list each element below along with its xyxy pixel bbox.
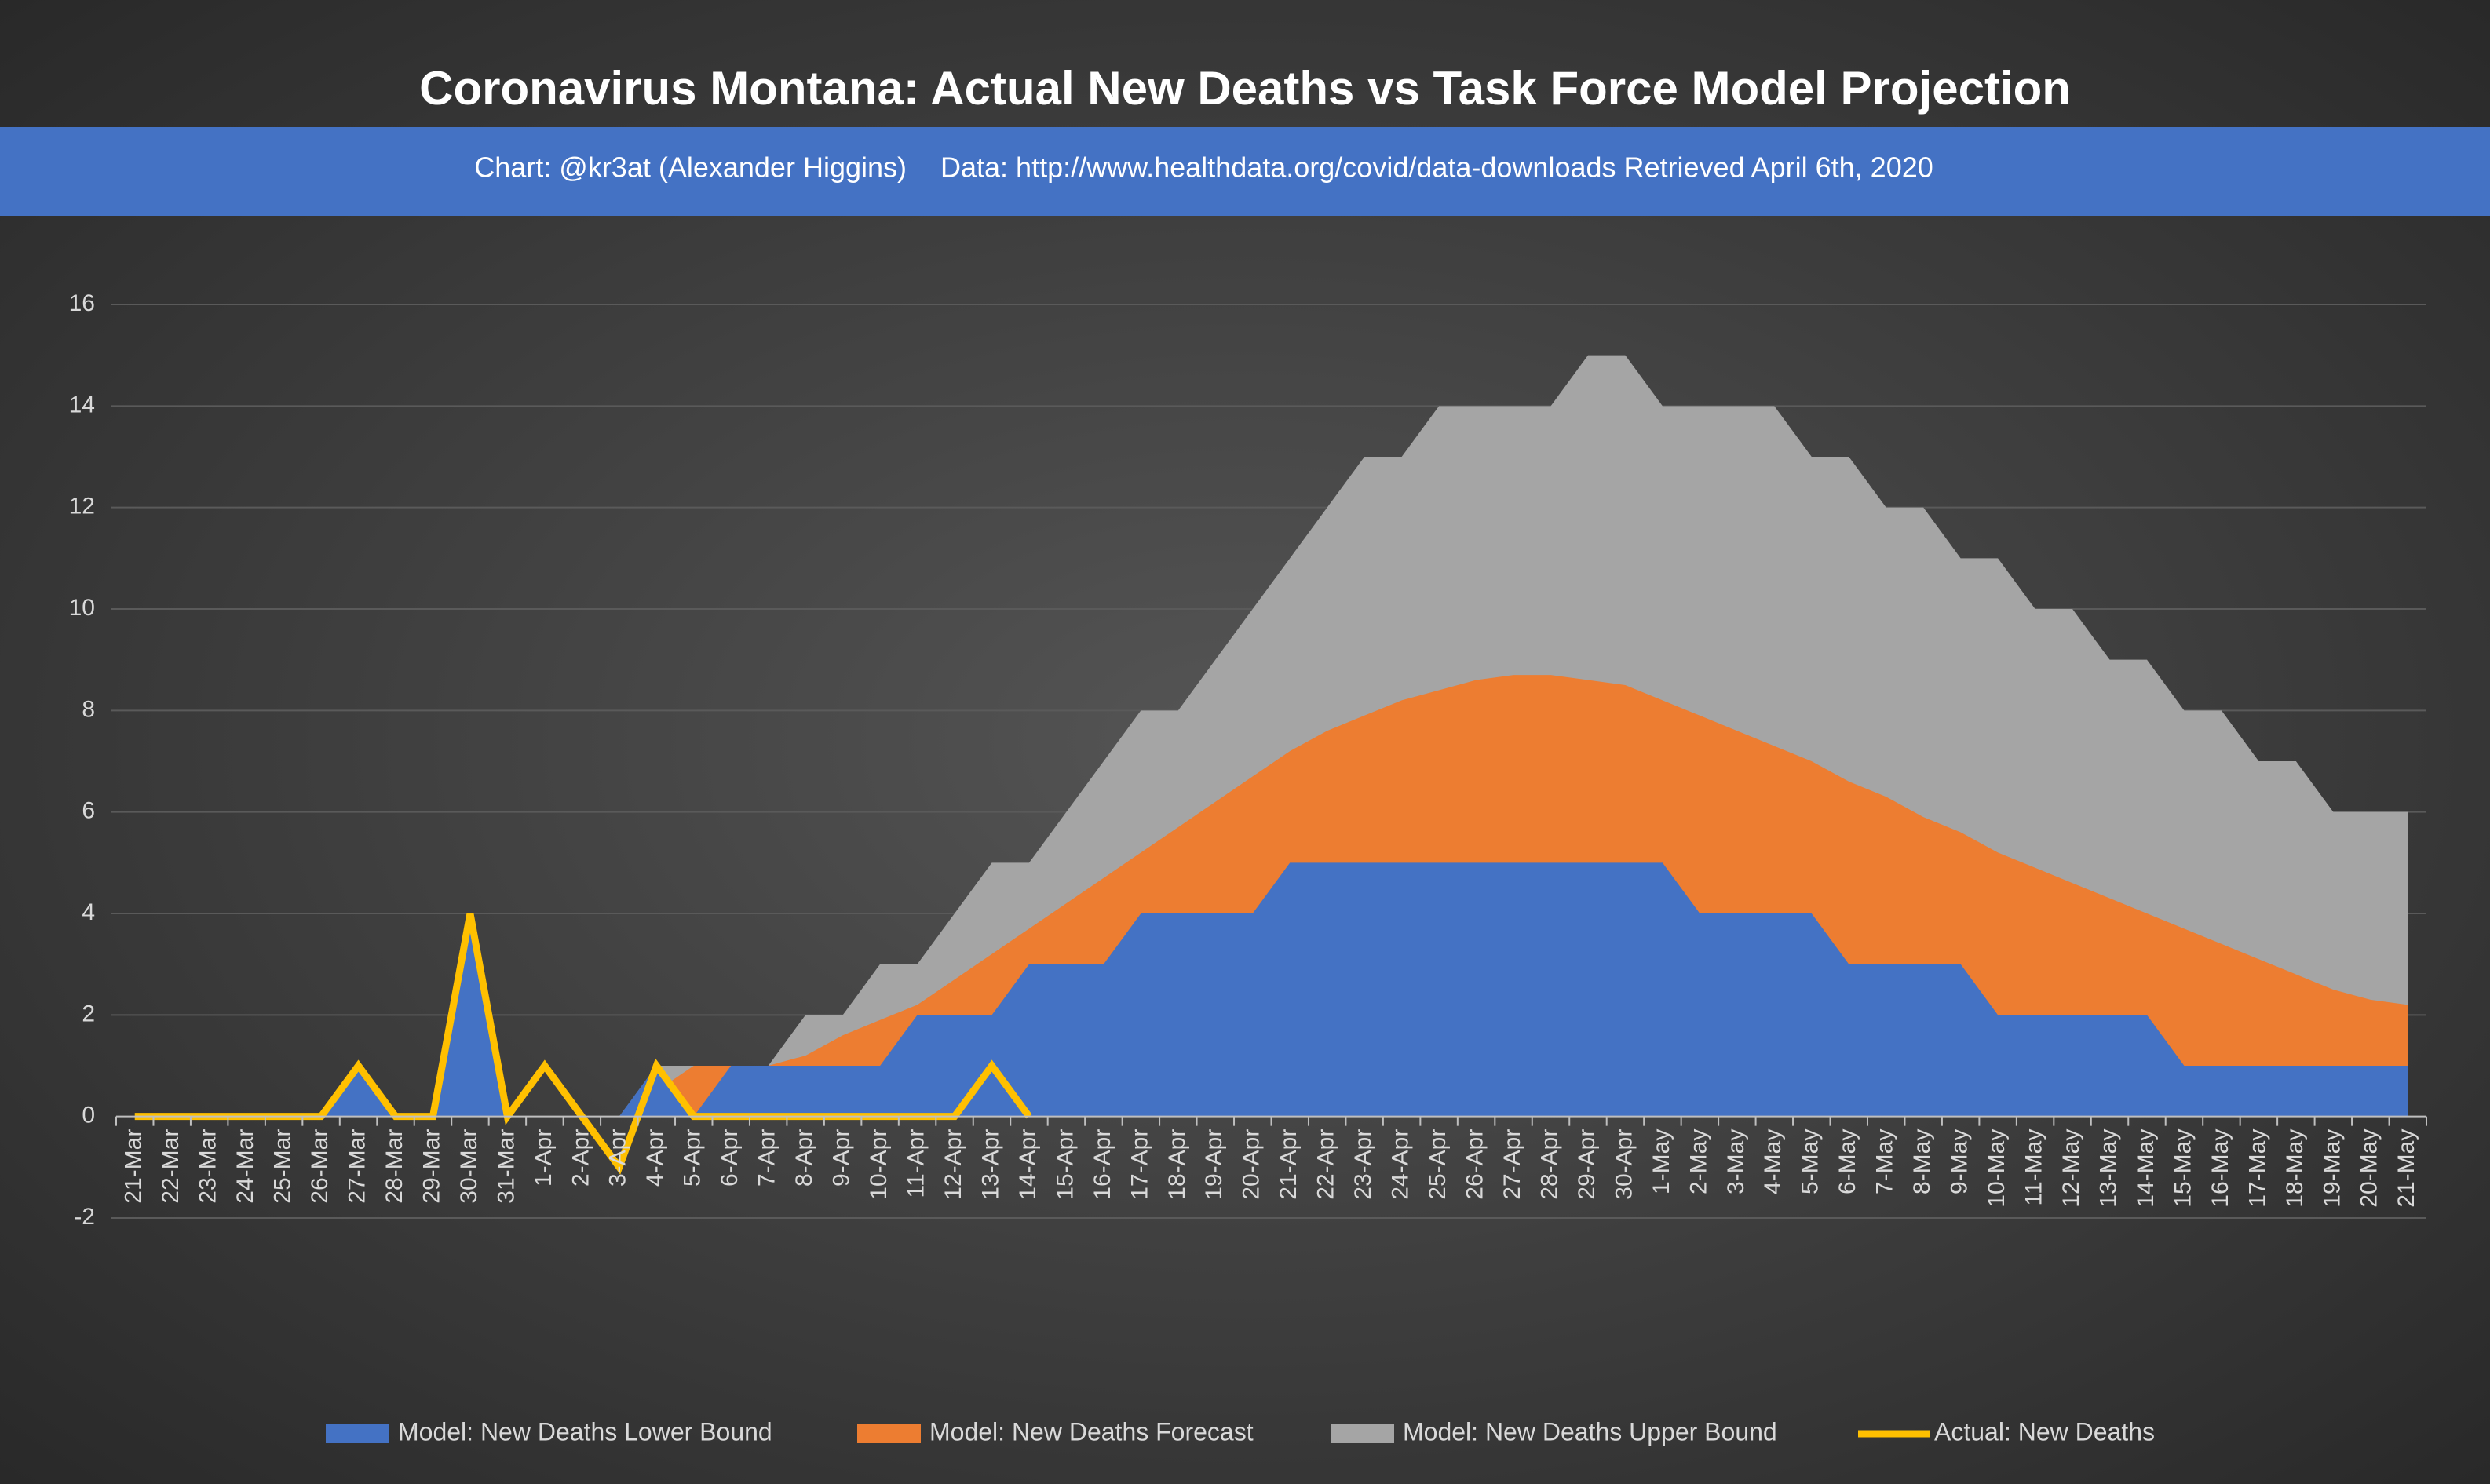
x-tick-label: 7-May: [1872, 1129, 1898, 1194]
x-tick-label: 2-Apr: [568, 1129, 593, 1187]
x-tick-label: 23-Mar: [195, 1129, 221, 1204]
x-tick-label: 28-Mar: [382, 1129, 407, 1204]
x-tick-label: 27-Apr: [1499, 1129, 1525, 1200]
x-tick-label: 8-Apr: [791, 1129, 817, 1187]
legend-label: Model: New Deaths Lower Bound: [398, 1417, 772, 1446]
y-tick-label: 4: [82, 899, 95, 925]
y-tick-label: 16: [69, 290, 95, 316]
y-tick-label: 6: [82, 798, 95, 824]
x-tick-label: 22-Mar: [158, 1129, 184, 1204]
x-tick-label: 7-Apr: [754, 1129, 780, 1187]
y-tick-label: 14: [69, 392, 95, 417]
x-tick-label: 15-Apr: [1052, 1129, 1078, 1200]
y-tick-label: 0: [82, 1103, 95, 1128]
source: Data: http://www.healthdata.org/covid/da…: [940, 151, 1933, 184]
x-tick-label: 10-Apr: [866, 1129, 892, 1200]
x-tick-label: 17-May: [2244, 1129, 2270, 1208]
legend-label: Model: New Deaths Upper Bound: [1403, 1417, 1777, 1446]
x-tick-label: 28-Apr: [1536, 1129, 1562, 1200]
y-tick-label: 8: [82, 696, 95, 722]
x-tick-label: 3-Apr: [605, 1129, 631, 1187]
x-tick-label: 29-Apr: [1574, 1129, 1600, 1200]
x-tick-label: 18-May: [2282, 1129, 2308, 1208]
x-tick-label: 8-May: [1909, 1129, 1935, 1194]
subtitle-band: [0, 127, 2490, 216]
x-tick-label: 13-May: [2095, 1129, 2121, 1208]
x-tick-label: 2-May: [1685, 1129, 1711, 1194]
x-tick-label: 30-Mar: [456, 1129, 482, 1204]
x-tick-label: 9-May: [1947, 1129, 1973, 1194]
x-tick-label: 16-May: [2207, 1129, 2233, 1208]
x-tick-label: 22-Apr: [1313, 1129, 1339, 1200]
x-tick-label: 25-Apr: [1425, 1129, 1451, 1200]
y-tick-label: 10: [69, 595, 95, 621]
x-tick-label: 6-Apr: [717, 1129, 743, 1187]
x-tick-label: 5-Apr: [680, 1129, 706, 1187]
x-tick-label: 27-Mar: [344, 1129, 370, 1204]
x-tick-label: 25-Mar: [270, 1129, 296, 1204]
x-tick-label: 3-May: [1723, 1129, 1749, 1194]
area: [134, 862, 2408, 1117]
x-tick-label: 5-May: [1798, 1129, 1824, 1194]
legend-label: Model: New Deaths Forecast: [929, 1417, 1254, 1446]
x-tick-label: 13-Apr: [977, 1129, 1003, 1200]
legend-swatch: [326, 1424, 389, 1443]
x-tick-label: 26-Mar: [307, 1129, 333, 1204]
y-tick-label: -2: [74, 1204, 95, 1230]
x-tick-label: 24-Mar: [232, 1129, 258, 1204]
x-tick-label: 12-May: [2058, 1129, 2084, 1208]
x-tick-label: 20-Apr: [1239, 1129, 1265, 1200]
x-tick-label: 6-May: [1835, 1129, 1860, 1194]
chart-title: Coronavirus Montana: Actual New Deaths v…: [419, 62, 2071, 115]
x-tick-label: 21-May: [2393, 1129, 2419, 1208]
x-tick-label: 31-Mar: [493, 1129, 519, 1204]
x-tick-label: 21-Mar: [121, 1129, 147, 1204]
x-tick-label: 30-Apr: [1611, 1129, 1637, 1200]
x-tick-label: 19-Apr: [1201, 1129, 1227, 1200]
x-tick-label: 20-May: [2357, 1129, 2382, 1208]
x-tick-label: 12-Apr: [940, 1129, 966, 1200]
legend-swatch: [1331, 1424, 1394, 1443]
x-tick-label: 26-Apr: [1462, 1129, 1488, 1200]
x-tick-label: 24-Apr: [1388, 1129, 1414, 1200]
x-tick-label: 23-Apr: [1350, 1129, 1376, 1200]
x-tick-label: 9-Apr: [829, 1129, 855, 1187]
x-tick-label: 11-May: [2021, 1129, 2047, 1206]
subtitle: Chart: @kr3at (Alexander Higgins): [474, 151, 907, 184]
y-tick-label: 2: [82, 1001, 95, 1026]
x-tick-label: 14-Apr: [1015, 1129, 1041, 1200]
y-tick-label: 12: [69, 494, 95, 520]
legend-label: Actual: New Deaths: [1934, 1417, 2155, 1446]
x-tick-label: 18-Apr: [1164, 1129, 1190, 1200]
x-tick-label: 15-May: [2170, 1129, 2196, 1208]
x-tick-label: 4-May: [1760, 1129, 1786, 1194]
x-tick-label: 1-May: [1648, 1129, 1674, 1194]
x-tick-label: 1-Apr: [531, 1129, 557, 1187]
legend-swatch: [857, 1424, 921, 1443]
x-tick-label: 29-Mar: [418, 1129, 444, 1204]
x-tick-label: 21-Apr: [1276, 1129, 1302, 1200]
x-tick-label: 17-Apr: [1126, 1129, 1152, 1200]
x-tick-label: 14-May: [2133, 1129, 2159, 1208]
x-tick-label: 10-May: [1984, 1129, 2010, 1208]
x-tick-label: 4-Apr: [642, 1129, 668, 1187]
x-tick-label: 16-Apr: [1090, 1129, 1115, 1200]
x-tick-label: 19-May: [2319, 1129, 2345, 1208]
x-tick-label: 11-Apr: [903, 1129, 929, 1198]
